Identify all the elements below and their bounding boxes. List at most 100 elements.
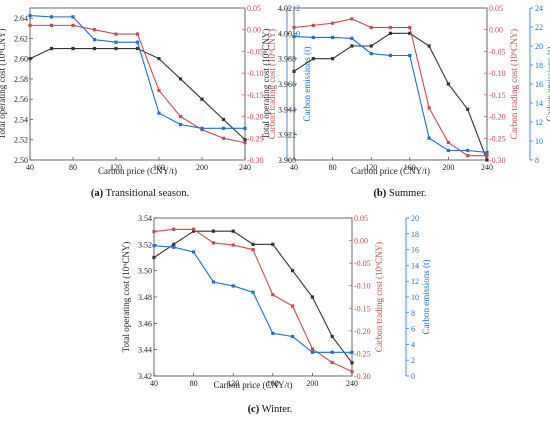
y-left-tick-label: 3.90: [278, 156, 292, 165]
series-point-red: [291, 304, 295, 308]
series-point-blue: [152, 244, 156, 248]
series-point-black: [211, 229, 215, 233]
caption: (b) Summer.: [373, 188, 426, 199]
series-point-red: [311, 23, 315, 27]
series-point-red: [292, 25, 296, 30]
series-point-black: [369, 44, 373, 48]
series-point-red: [211, 241, 215, 245]
y-right1-tick-label: -0.05: [489, 47, 506, 56]
series-point-black: [192, 229, 196, 233]
series-point-black: [350, 44, 354, 48]
caption: (a) Transitional season.: [91, 188, 189, 199]
series-point-red: [251, 248, 255, 252]
series-point-blue: [243, 126, 247, 130]
y-right2-tick-label: 12: [292, 4, 300, 13]
y-left-tick-label: 3.48: [138, 293, 152, 302]
series-line-black: [29, 47, 246, 141]
series-point-red: [350, 369, 354, 374]
series-point-red: [114, 32, 118, 36]
y-right1-axis-label: Carbon trading cost (10⁶CNY): [509, 29, 519, 139]
y-left-tick-label: 4.02: [278, 4, 292, 13]
x-axis-label: Carbon price (CNY/t): [214, 380, 293, 390]
caption-text: Winter.: [259, 404, 292, 415]
series-point-blue: [291, 334, 295, 339]
series-point-blue: [388, 53, 393, 58]
series-point-black: [71, 46, 75, 51]
y-right2-tick-label: 16: [411, 246, 419, 255]
y-left-axis-label: Total operating cost (10⁶CNY): [261, 29, 271, 140]
series-point-black: [135, 46, 140, 51]
series-point-black: [427, 44, 431, 48]
series-point-blue: [251, 290, 255, 294]
y-left-tick-label: 4.00: [278, 29, 292, 38]
y-right2-tick-label: 10: [411, 293, 419, 302]
y-right1-tick-label: -0.15: [247, 91, 264, 100]
series-point-red: [388, 25, 393, 30]
series-point-blue: [114, 40, 118, 44]
series-point-black: [466, 107, 470, 111]
y-right2-tick-label: 10: [535, 137, 543, 146]
y-right1-tick-label: -0.20: [354, 327, 371, 336]
series-point-black: [310, 295, 314, 299]
series-point-blue: [200, 126, 204, 130]
x-tick-label: 160: [267, 379, 279, 388]
y-right2-tick-label: 12: [535, 118, 543, 127]
y-left-tick-label: 2.50: [14, 156, 28, 165]
y-right2-tick-label: 18: [411, 230, 419, 239]
y-right2-tick-label: 8: [535, 156, 539, 165]
y-right1-tick-label: -0.10: [354, 282, 371, 291]
y-left-tick-label: 2.58: [14, 75, 28, 84]
series-point-blue: [466, 148, 470, 153]
series-point-blue: [350, 36, 354, 40]
series-point-red: [28, 23, 32, 27]
y-right2-tick-label: 14: [535, 99, 543, 108]
series-point-red: [427, 106, 431, 110]
x-tick-label: 200: [306, 379, 318, 388]
y-left-tick-label: 3.94: [278, 105, 292, 114]
caption-letter: (b): [373, 188, 386, 199]
series-point-blue: [408, 53, 412, 58]
y-left-tick-label: 3.50: [138, 267, 152, 276]
series-point-blue: [369, 52, 373, 56]
series-point-black: [251, 242, 255, 246]
y-right1-tick-label: -0.20: [489, 113, 506, 122]
y-right1-tick-label: 0.00: [247, 26, 261, 35]
x-axis-label: Carbon price (CNY/t): [351, 166, 430, 176]
caption: (c) Winter.: [248, 404, 293, 415]
series-point-blue: [178, 122, 183, 127]
series-point-blue: [28, 14, 32, 18]
y-left-axis-label: Total operating cost (10⁶CNY): [121, 242, 131, 353]
series-point-blue: [71, 15, 75, 19]
series-point-blue: [192, 250, 196, 254]
series-point-blue: [311, 35, 315, 40]
series-point-red: [192, 227, 196, 231]
series-point-red: [231, 243, 235, 247]
series-point-blue: [92, 38, 97, 42]
x-tick-label: 160: [404, 163, 416, 172]
series-point-black: [330, 334, 334, 339]
series-point-black: [49, 46, 54, 51]
y-left-tick-label: 3.98: [278, 55, 292, 64]
series-point-red: [221, 136, 226, 140]
y-left-tick-label: 3.44: [138, 346, 152, 355]
series-point-red: [172, 227, 176, 231]
y-left-tick-label: 3.46: [138, 319, 152, 328]
x-tick-label: 80: [329, 163, 337, 172]
y-right2-axis-label: Carbon emissions (t): [545, 47, 550, 122]
y-left-tick-label: 2.62: [14, 34, 28, 43]
series-point-black: [408, 31, 412, 35]
caption-text: Transitional season.: [103, 188, 189, 199]
series-line-black: [293, 32, 488, 161]
series-point-black: [172, 242, 176, 246]
y-right1-tick-label: -0.15: [354, 304, 371, 313]
x-tick-label: 120: [110, 163, 122, 172]
y-left-tick-label: 2.54: [14, 115, 28, 124]
y-right2-tick-label: 22: [535, 23, 543, 32]
y-right1-tick-label: -0.25: [489, 134, 506, 143]
y-left-tick-label: 2.56: [14, 95, 28, 104]
y-left-tick-label: 3.96: [278, 80, 292, 89]
x-tick-label: 80: [190, 379, 198, 388]
series-point-blue: [221, 126, 226, 130]
x-tick-label: 200: [196, 163, 208, 172]
